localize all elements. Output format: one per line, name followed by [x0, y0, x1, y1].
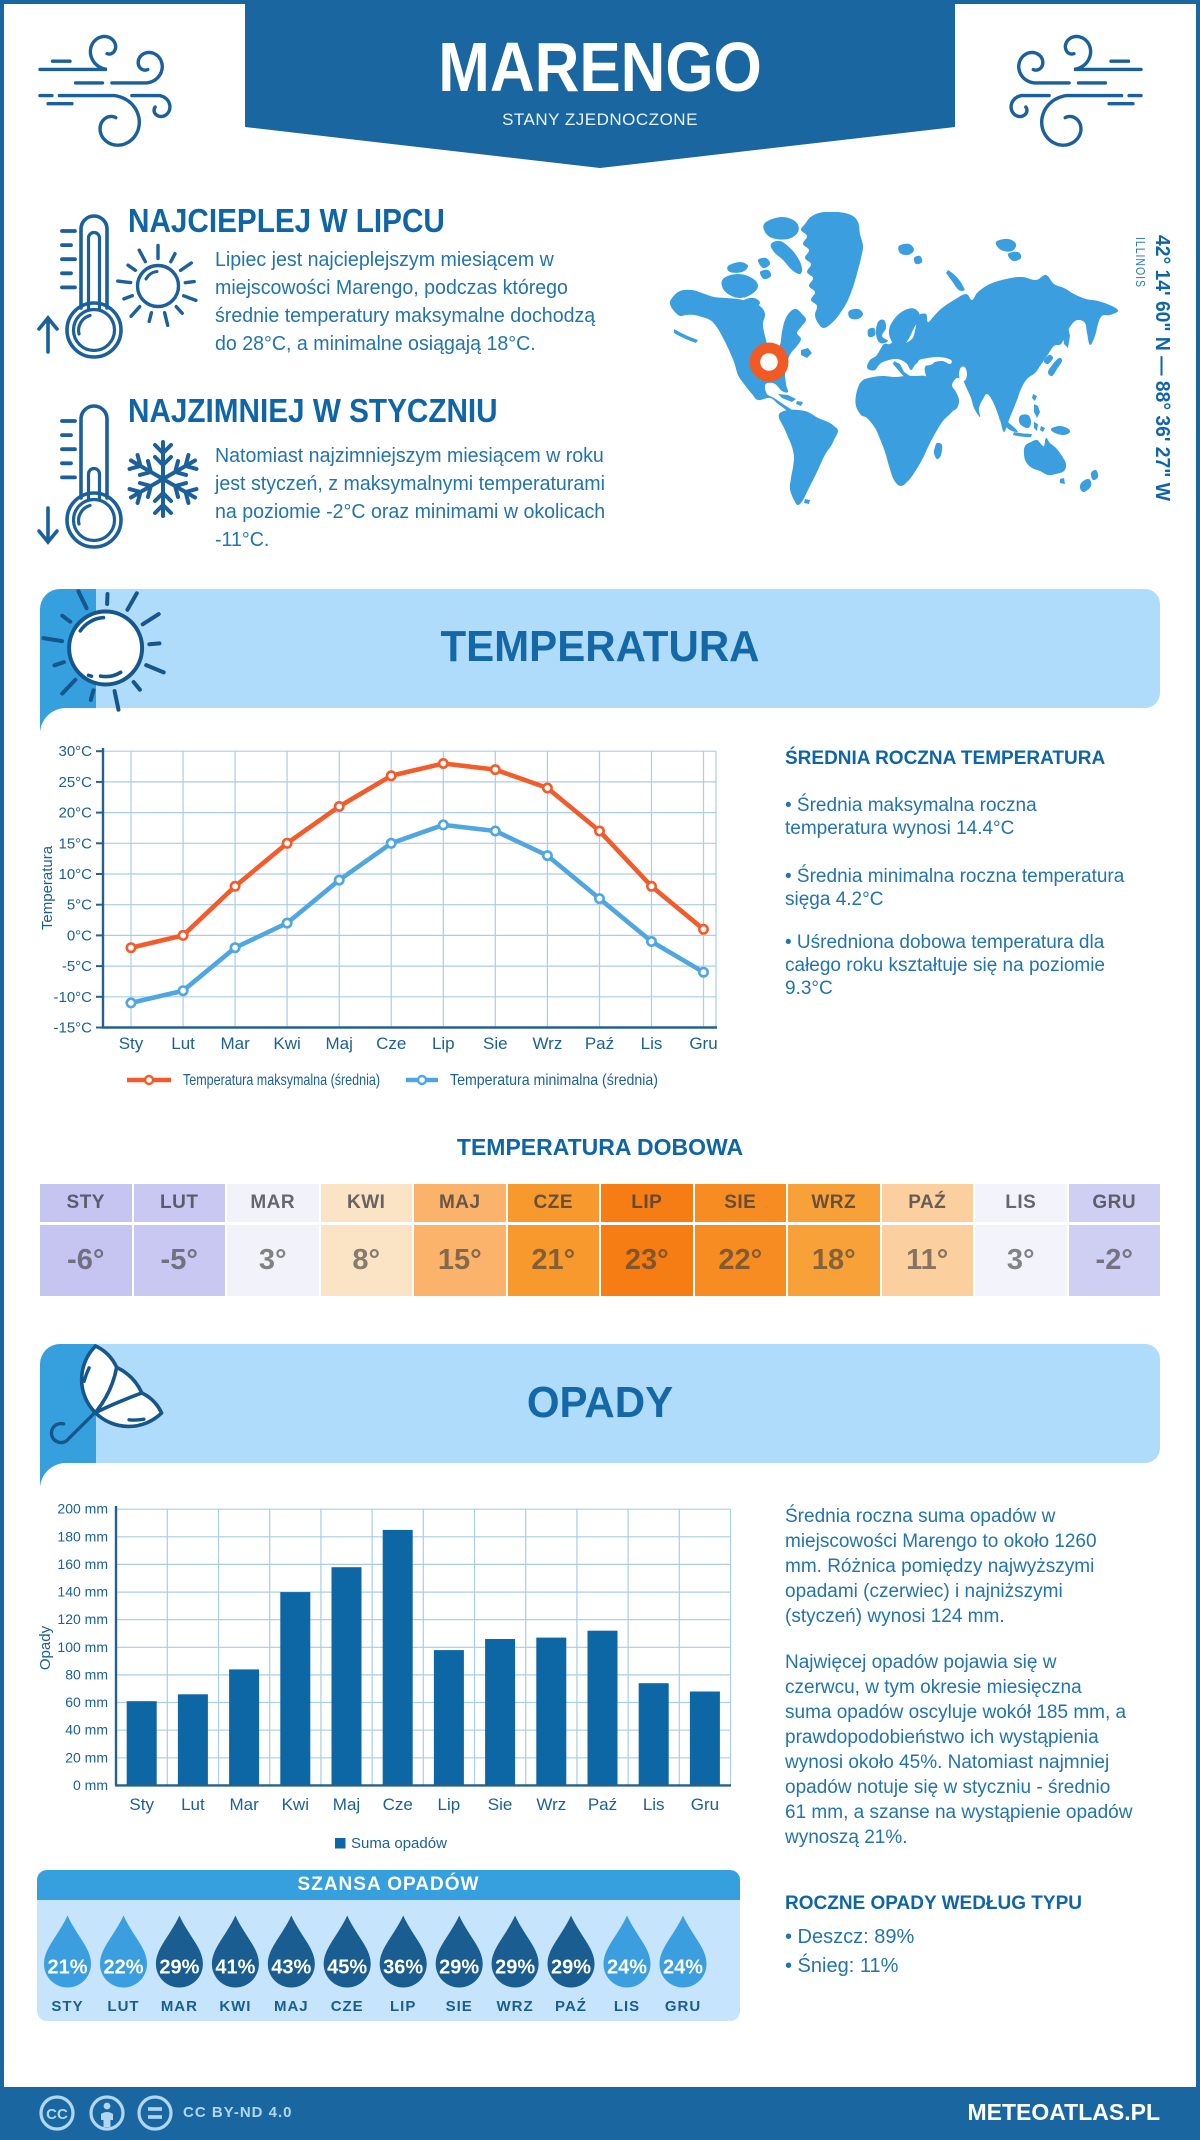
- svg-text:Lip: Lip: [438, 1795, 461, 1814]
- svg-text:Gru: Gru: [689, 1034, 717, 1053]
- svg-text:Mar: Mar: [220, 1034, 250, 1053]
- svg-text:Sie: Sie: [488, 1795, 513, 1814]
- svg-text:-10°C: -10°C: [53, 989, 92, 1006]
- svg-text:Kwi: Kwi: [273, 1034, 300, 1053]
- svg-text:29%: 29%: [159, 1957, 199, 1979]
- svg-text:Lip: Lip: [432, 1034, 455, 1053]
- svg-text:CC: CC: [46, 2106, 68, 2123]
- svg-text:30°C: 30°C: [58, 743, 92, 760]
- svg-text:40 mm: 40 mm: [65, 1722, 108, 1738]
- svg-text:0°C: 0°C: [67, 927, 92, 944]
- svg-text:Opady: Opady: [37, 1625, 54, 1670]
- svg-text:10°C: 10°C: [58, 866, 92, 883]
- svg-text:Cze: Cze: [376, 1034, 406, 1053]
- svg-text:ILLINOIS: ILLINOIS: [1133, 237, 1148, 288]
- svg-text:140 mm: 140 mm: [57, 1584, 108, 1600]
- svg-text:Lis: Lis: [643, 1795, 665, 1814]
- svg-text:Cze: Cze: [383, 1795, 413, 1814]
- svg-text:Mar: Mar: [229, 1795, 259, 1814]
- svg-text:PAŹ: PAŹ: [555, 1998, 587, 2015]
- svg-text:LIS: LIS: [614, 1998, 640, 2015]
- svg-text:180 mm: 180 mm: [57, 1528, 108, 1544]
- svg-text:41%: 41%: [215, 1957, 255, 1979]
- svg-text:LUT: LUT: [107, 1998, 139, 2015]
- svg-text:Temperatura maksymalna (średni: Temperatura maksymalna (średnia): [183, 1072, 380, 1089]
- svg-text:5°C: 5°C: [67, 897, 92, 914]
- svg-text:WRZ: WRZ: [497, 1998, 534, 2015]
- svg-text:-5°C: -5°C: [62, 958, 92, 975]
- svg-text:20 mm: 20 mm: [65, 1749, 108, 1765]
- svg-text:24%: 24%: [607, 1957, 647, 1979]
- svg-text:Maj: Maj: [325, 1034, 352, 1053]
- svg-text:29%: 29%: [495, 1957, 535, 1979]
- svg-text:Temperatura minimalna (średnia: Temperatura minimalna (średnia): [450, 1072, 658, 1089]
- svg-text:Temperatura: Temperatura: [39, 845, 56, 930]
- svg-text:Maj: Maj: [333, 1795, 360, 1814]
- svg-text:LIP: LIP: [390, 1998, 416, 2015]
- svg-text:21%: 21%: [47, 1957, 87, 1979]
- svg-text:Sie: Sie: [483, 1034, 508, 1053]
- svg-text:45%: 45%: [327, 1957, 367, 1979]
- svg-text:60 mm: 60 mm: [65, 1694, 108, 1710]
- svg-text:Gru: Gru: [691, 1795, 719, 1814]
- svg-text:Sty: Sty: [119, 1034, 144, 1053]
- svg-text:MAJ: MAJ: [274, 1998, 309, 2015]
- svg-text:200 mm: 200 mm: [57, 1501, 108, 1517]
- svg-text:24%: 24%: [663, 1957, 703, 1979]
- svg-text:Lut: Lut: [181, 1795, 205, 1814]
- svg-text:Lut: Lut: [171, 1034, 195, 1053]
- svg-text:160 mm: 160 mm: [57, 1556, 108, 1572]
- svg-text:Lis: Lis: [641, 1034, 663, 1053]
- svg-text:SIE: SIE: [446, 1998, 473, 2015]
- svg-text:Paź: Paź: [585, 1034, 614, 1053]
- svg-text:GRU: GRU: [665, 1998, 701, 2015]
- svg-text:42° 14' 60" N — 88° 36' 27" W: 42° 14' 60" N — 88° 36' 27" W: [1151, 235, 1173, 501]
- svg-text:43%: 43%: [271, 1957, 311, 1979]
- svg-text:KWI: KWI: [219, 1998, 251, 2015]
- svg-text:Wrz: Wrz: [532, 1034, 562, 1053]
- svg-text:Kwi: Kwi: [282, 1795, 309, 1814]
- svg-text:MAR: MAR: [161, 1998, 198, 2015]
- svg-text:22%: 22%: [103, 1957, 143, 1979]
- svg-text:25°C: 25°C: [58, 774, 92, 791]
- svg-text:Wrz: Wrz: [536, 1795, 566, 1814]
- svg-text:29%: 29%: [551, 1957, 591, 1979]
- svg-text:Suma opadów: Suma opadów: [351, 1835, 447, 1852]
- svg-text:CZE: CZE: [331, 1998, 364, 2015]
- svg-text:36%: 36%: [383, 1957, 423, 1979]
- svg-text:29%: 29%: [439, 1957, 479, 1979]
- svg-text:15°C: 15°C: [58, 835, 92, 852]
- svg-text:20°C: 20°C: [58, 805, 92, 822]
- svg-text:Sty: Sty: [129, 1795, 154, 1814]
- svg-text:80 mm: 80 mm: [65, 1666, 108, 1682]
- svg-text:0 mm: 0 mm: [73, 1777, 108, 1793]
- svg-text:STY: STY: [51, 1998, 83, 2015]
- svg-text:120 mm: 120 mm: [57, 1611, 108, 1627]
- svg-text:100 mm: 100 mm: [57, 1639, 108, 1655]
- svg-text:-15°C: -15°C: [53, 1020, 92, 1037]
- svg-text:Paź: Paź: [588, 1795, 617, 1814]
